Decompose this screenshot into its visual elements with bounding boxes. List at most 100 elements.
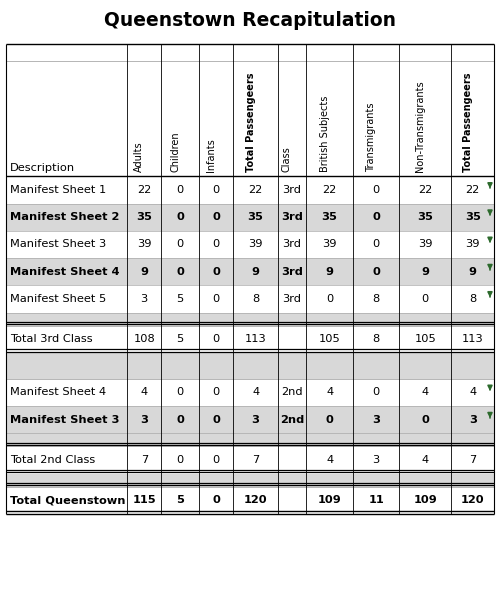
Text: 0: 0 xyxy=(212,185,220,195)
Text: 0: 0 xyxy=(176,415,184,424)
Text: 11: 11 xyxy=(368,496,384,505)
Text: Total Queenstown: Total Queenstown xyxy=(10,496,126,505)
Text: 3rd: 3rd xyxy=(281,267,303,276)
Bar xyxy=(6,406,494,433)
Text: 0: 0 xyxy=(372,213,380,222)
Text: 0: 0 xyxy=(176,267,184,276)
Text: 5: 5 xyxy=(176,334,184,344)
Text: 4: 4 xyxy=(469,388,476,397)
Text: Manifest Sheet 3: Manifest Sheet 3 xyxy=(10,240,106,249)
Text: 3rd: 3rd xyxy=(282,240,302,249)
Text: 39: 39 xyxy=(248,240,263,249)
Text: 109: 109 xyxy=(414,496,437,505)
Bar xyxy=(6,204,494,231)
Text: 8: 8 xyxy=(372,334,380,344)
Text: 0: 0 xyxy=(176,185,184,195)
Text: 0: 0 xyxy=(212,415,220,424)
Text: Manifest Sheet 4: Manifest Sheet 4 xyxy=(10,267,120,276)
Text: Transmigrants: Transmigrants xyxy=(366,102,376,172)
Text: 2nd: 2nd xyxy=(281,388,302,397)
Text: 8: 8 xyxy=(372,294,380,304)
Text: 109: 109 xyxy=(318,496,342,505)
Text: Manifest Sheet 2: Manifest Sheet 2 xyxy=(10,213,120,222)
Text: 7: 7 xyxy=(140,455,148,465)
Text: 105: 105 xyxy=(414,334,436,344)
Text: 7: 7 xyxy=(469,455,476,465)
Bar xyxy=(6,366,494,379)
Text: 115: 115 xyxy=(132,496,156,505)
Text: 0: 0 xyxy=(372,388,380,397)
Text: 4: 4 xyxy=(422,388,429,397)
Text: Total 2nd Class: Total 2nd Class xyxy=(10,455,95,465)
Text: 108: 108 xyxy=(134,334,155,344)
Text: 22: 22 xyxy=(418,185,432,195)
Text: 3: 3 xyxy=(468,415,476,424)
Text: 9: 9 xyxy=(421,267,429,276)
Text: 0: 0 xyxy=(372,267,380,276)
Text: 0: 0 xyxy=(212,496,220,505)
Text: British Subjects: British Subjects xyxy=(320,95,330,172)
Text: 22: 22 xyxy=(466,185,480,195)
Text: 5: 5 xyxy=(176,294,184,304)
Text: 35: 35 xyxy=(248,213,264,222)
Text: 3: 3 xyxy=(140,415,148,424)
Text: 0: 0 xyxy=(326,415,334,424)
Text: Non-Transmigrants: Non-Transmigrants xyxy=(415,80,425,172)
Bar xyxy=(6,313,494,326)
Text: 2nd: 2nd xyxy=(280,415,304,424)
Text: 0: 0 xyxy=(176,240,184,249)
Text: 39: 39 xyxy=(466,240,480,249)
Text: 9: 9 xyxy=(468,267,476,276)
Text: 9: 9 xyxy=(252,267,260,276)
Text: 113: 113 xyxy=(244,334,266,344)
Text: 0: 0 xyxy=(422,294,429,304)
Text: 22: 22 xyxy=(322,185,336,195)
Text: 0: 0 xyxy=(212,213,220,222)
Text: 35: 35 xyxy=(465,213,480,222)
Text: 3rd: 3rd xyxy=(281,213,303,222)
Bar xyxy=(6,433,494,446)
Text: 35: 35 xyxy=(136,213,152,222)
Text: 22: 22 xyxy=(248,185,262,195)
Text: 0: 0 xyxy=(372,240,380,249)
Text: Queenstown Recapitulation: Queenstown Recapitulation xyxy=(104,11,396,30)
Text: 39: 39 xyxy=(137,240,152,249)
Text: 0: 0 xyxy=(212,267,220,276)
Text: 3: 3 xyxy=(252,415,260,424)
Text: 0: 0 xyxy=(212,455,220,465)
Text: 0: 0 xyxy=(212,240,220,249)
Text: 3: 3 xyxy=(140,294,148,304)
Text: 22: 22 xyxy=(137,185,152,195)
Text: Infants: Infants xyxy=(206,138,216,172)
Text: 3: 3 xyxy=(372,415,380,424)
Text: 8: 8 xyxy=(469,294,476,304)
Text: Manifest Sheet 1: Manifest Sheet 1 xyxy=(10,185,106,195)
Text: 105: 105 xyxy=(318,334,340,344)
Text: 3: 3 xyxy=(372,455,380,465)
Text: 5: 5 xyxy=(176,496,184,505)
Text: 4: 4 xyxy=(326,388,333,397)
Text: 0: 0 xyxy=(212,388,220,397)
Text: Total Passengeers: Total Passengeers xyxy=(462,72,472,172)
Text: 35: 35 xyxy=(418,213,433,222)
Text: 113: 113 xyxy=(462,334,483,344)
Text: 0: 0 xyxy=(176,388,184,397)
Text: 35: 35 xyxy=(322,213,338,222)
Text: Class: Class xyxy=(282,146,292,172)
Text: 8: 8 xyxy=(252,294,259,304)
Text: Manifest Sheet 4: Manifest Sheet 4 xyxy=(10,388,106,397)
Text: 4: 4 xyxy=(422,455,429,465)
Text: 7: 7 xyxy=(252,455,259,465)
Text: 39: 39 xyxy=(322,240,337,249)
Text: 4: 4 xyxy=(252,388,259,397)
Text: Total Passengeers: Total Passengeers xyxy=(246,72,256,172)
Text: Description: Description xyxy=(10,163,75,173)
Bar xyxy=(6,474,494,487)
Text: 0: 0 xyxy=(212,334,220,344)
Text: 4: 4 xyxy=(140,388,148,397)
Bar xyxy=(6,353,494,366)
Text: 120: 120 xyxy=(244,496,268,505)
Text: Manifest Sheet 5: Manifest Sheet 5 xyxy=(10,294,106,304)
Text: 0: 0 xyxy=(326,294,333,304)
Text: 3rd: 3rd xyxy=(282,185,302,195)
